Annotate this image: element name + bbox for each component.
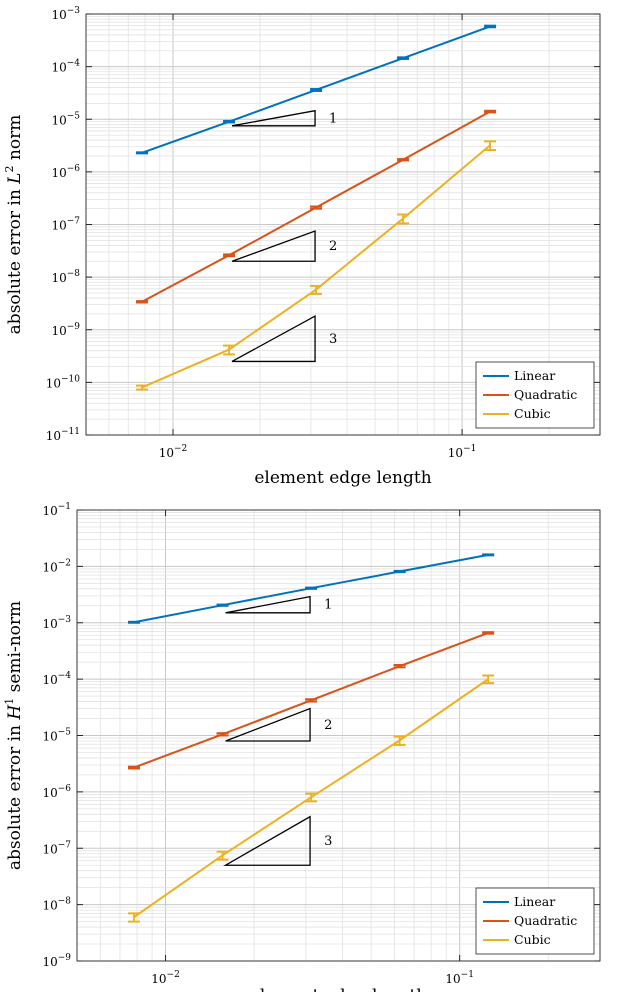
- chart-1-slope-triangle: [231, 314, 316, 363]
- chart-2-error-bar-quadratic: [128, 765, 141, 770]
- chart-2-error-bar-quadratic: [305, 698, 318, 703]
- chart-1-y-tick-label: 10−3: [51, 6, 80, 22]
- chart-1-slope-label: 2: [329, 239, 337, 254]
- chart-2-error-bar-cubic: [393, 735, 406, 746]
- chart-1-legend-label-cubic: Cubic: [514, 406, 551, 421]
- chart-2-legend: Linear Quadratic Cubic: [475, 887, 595, 955]
- chart-1-error-bar-linear: [223, 119, 236, 124]
- chart-1-error-bar-linear: [484, 24, 497, 29]
- chart-2-slope-label: 1: [324, 598, 332, 613]
- chart-2-slope-triangle: [225, 707, 311, 742]
- chart-1-slope-label: 1: [329, 111, 337, 126]
- chart-2-error-bar-cubic: [305, 792, 318, 803]
- chart-1-y-tick-label: 10−6: [51, 164, 80, 180]
- chart-2-y-tick-label: 10−1: [42, 502, 71, 518]
- chart-2-x-tick-label: 10−2: [151, 970, 180, 986]
- chart-2-slope-label: 3: [324, 834, 332, 849]
- chart-1-legend-label-quadratic: Quadratic: [514, 387, 577, 402]
- chart-2-y-tick-label: 10−7: [42, 840, 71, 856]
- chart-1-y-axis-title: absolute error in L2 norm: [3, 115, 25, 335]
- chart-2-legend-label-linear: Linear: [514, 894, 555, 909]
- chart-1-error-bar-cubic: [484, 140, 497, 152]
- chart-2-error-bar-quadratic: [216, 732, 229, 737]
- chart-2-error-bar-cubic: [216, 850, 229, 861]
- chart-1-error-bar-quadratic: [397, 158, 410, 162]
- chart-1-slope-label: 3: [329, 332, 337, 347]
- chart-1-error-bar-linear: [397, 56, 410, 60]
- chart-1-error-bar-cubic: [223, 344, 236, 356]
- chart-2-slope-triangle: [225, 595, 311, 614]
- chart-2-slope-triangle: [223, 815, 311, 866]
- chart-1-error-bar-linear: [136, 151, 149, 155]
- chart-1-x-axis-title: element edge length: [254, 468, 431, 488]
- chart-2-legend-label-quadratic: Quadratic: [514, 913, 577, 928]
- chart-2-y-tick-label: 10−2: [42, 558, 71, 574]
- chart-2-error-bar-linear: [393, 569, 406, 574]
- chart-1-y-tick-label: 10−8: [51, 269, 80, 285]
- chart-2-error-bar-quadratic: [482, 631, 495, 635]
- chart-2-y-tick-label: 10−8: [42, 897, 71, 913]
- chart-1-legend-label-linear: Linear: [514, 368, 555, 383]
- chart-1-error-bar-linear: [310, 88, 323, 92]
- chart-1-panel: 10−2 10−1 10−11 10−10 10−9 10−8 10−7 10−6 10−5 10…: [3, 6, 601, 488]
- chart-2-error-bar-linear: [482, 553, 495, 557]
- chart-2-y-tick-label: 10−4: [42, 671, 71, 687]
- chart-1-slope-triangle: [231, 109, 316, 127]
- chart-1-error-bar-quadratic: [223, 253, 236, 258]
- chart-1-series-line-cubic: [141, 144, 491, 389]
- chart-1-x-tick-label: 10−1: [448, 444, 477, 460]
- chart-2-error-bar-cubic: [128, 912, 141, 923]
- chart-2-error-bar-quadratic: [393, 664, 406, 669]
- chart-1-y-tick-label: 10−7: [51, 217, 80, 233]
- chart-1-slope-triangle: [231, 230, 316, 262]
- chart-1-y-tick-label: 10−9: [51, 322, 80, 338]
- chart-2-legend-label-cubic: Cubic: [514, 932, 551, 947]
- chart-2-x-tick-label: 10−1: [445, 970, 474, 986]
- chart-2-error-bar-linear: [128, 620, 141, 624]
- chart-1-error-bar-cubic: [397, 213, 410, 225]
- chart-2-y-tick-label: 10−3: [42, 615, 71, 631]
- chart-2-slope-label: 2: [324, 718, 332, 733]
- chart-1-error-bar-cubic: [310, 284, 323, 295]
- chart-1-legend: Linear Quadratic Cubic: [475, 361, 595, 429]
- chart-2-x-axis-title: element edge length: [250, 986, 427, 992]
- chart-1-y-tick-label: 10−5: [51, 111, 80, 127]
- chart-1-y-tick-label: 10−4: [51, 59, 80, 75]
- chart-1-error-bar-cubic: [136, 384, 149, 391]
- chart-2-error-bar-linear: [216, 603, 229, 607]
- chart-2-error-bar-cubic: [482, 674, 495, 685]
- chart-1-x-tick-label: 10−2: [159, 444, 188, 460]
- chart-1-error-bar-quadratic: [484, 109, 497, 114]
- chart-2-y-tick-label: 10−6: [42, 784, 71, 800]
- chart-1-error-bar-quadratic: [310, 205, 323, 210]
- chart-1-error-bar-quadratic: [136, 300, 149, 304]
- chart-2-error-bar-linear: [305, 586, 318, 590]
- chart-2-y-tick-label: 10−5: [42, 728, 71, 744]
- chart-2-panel: 10−2 10−1 10−9 10−8 10−7 10−6 10−5 10−4 10−3 10−2…: [3, 502, 601, 992]
- chart-2-y-axis-title: absolute error in H1 semi-norm: [3, 601, 25, 870]
- chart-1-y-tick-label: 10−11: [46, 427, 80, 443]
- chart-1-y-tick-label: 10−10: [46, 374, 81, 390]
- chart-2-y-tick-label: 10−9: [42, 953, 71, 969]
